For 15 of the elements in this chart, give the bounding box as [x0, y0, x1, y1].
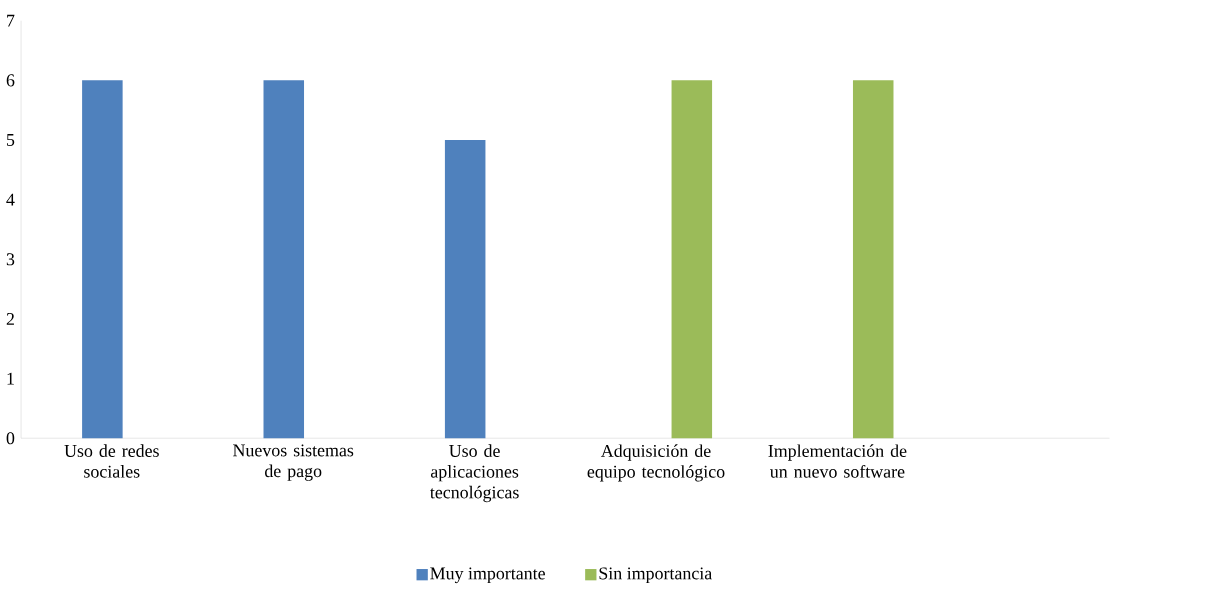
- y-tick-label: 0: [6, 432, 15, 445]
- y-tick-label: 1: [7, 372, 14, 385]
- x-tick-label: Adquisición de equipo tecnológico: [587, 444, 725, 482]
- x-tick-label: Uso de redes sociales: [64, 444, 159, 478]
- y-tick-label: 3: [6, 253, 15, 266]
- y-tick-label: 7: [7, 15, 15, 27]
- legend-label: Muy importante: [430, 567, 545, 584]
- y-tick-label: 2: [6, 313, 14, 326]
- y-tick-label: 4: [6, 193, 15, 206]
- x-tick-label: Nuevos sistemas de pago: [233, 444, 354, 481]
- y-tick-label: 5: [7, 134, 15, 147]
- y-tick-label: 6: [6, 74, 15, 87]
- x-tick-label: Uso de aplicaciones tecnológicas: [430, 444, 519, 503]
- legend-label: Sin importancia: [599, 567, 712, 584]
- x-tick-label: Implementación de un nuevo software: [768, 444, 907, 478]
